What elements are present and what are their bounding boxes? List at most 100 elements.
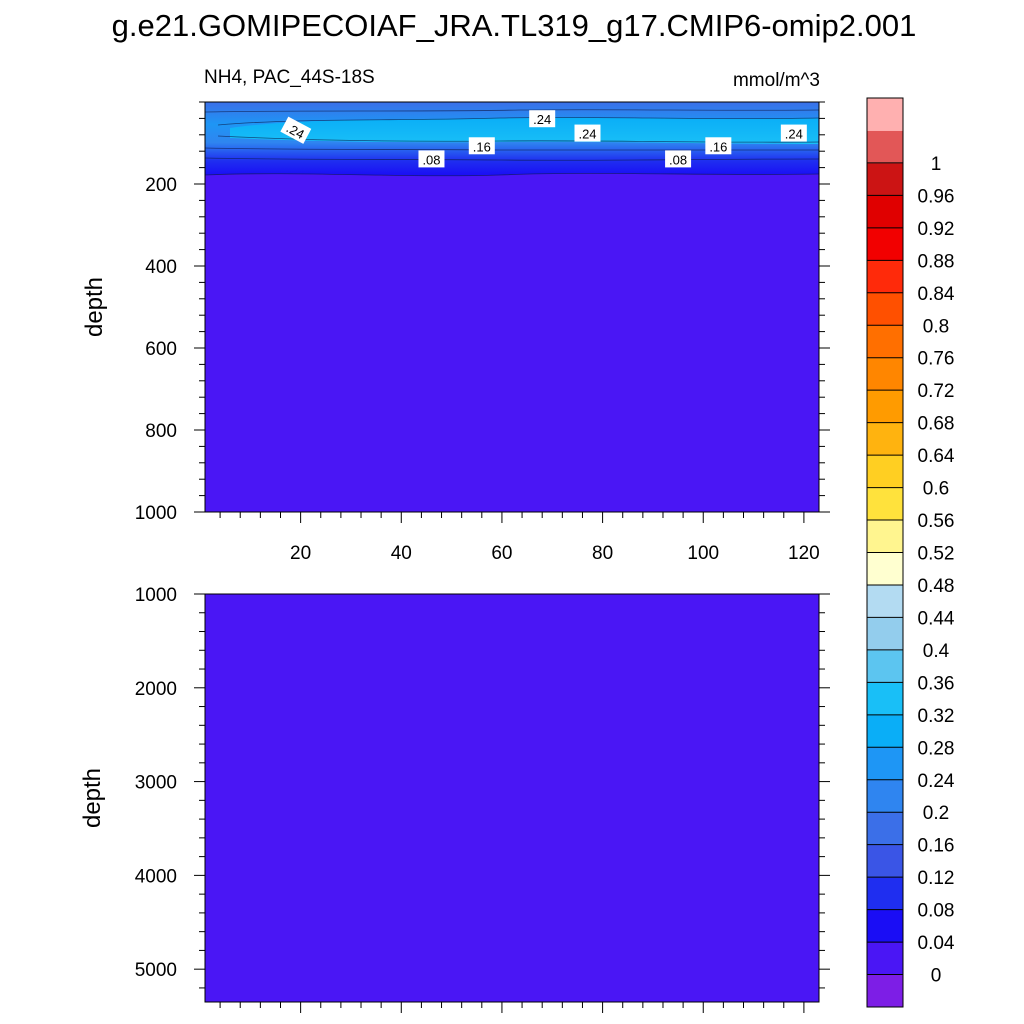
colorbar-swatch: [867, 487, 903, 521]
x-tick-label: 80: [592, 543, 613, 564]
contour-label-box: [529, 110, 556, 128]
y-tick-label: 1000: [135, 585, 177, 606]
contour-label-text: .08: [422, 152, 440, 167]
contour-label-text: .24: [533, 112, 551, 127]
upper-panel-frame: [204, 101, 820, 513]
contour-label-box: [418, 150, 445, 168]
figure-title: g.e21.GOMIPECOIAF_JRA.TL319_g17.CMIP6-om…: [112, 8, 917, 43]
colorbar-label: 0.32: [918, 706, 955, 727]
colorbar-label: 0.2: [923, 803, 949, 824]
colorbar-swatch: [867, 422, 903, 456]
colorbar-label: 0.92: [918, 219, 955, 240]
y-tick-label: 200: [145, 175, 177, 196]
colorbar-swatch: [867, 520, 903, 553]
units-label: mmol/m^3: [733, 70, 820, 91]
contour-label: .24: [574, 124, 601, 142]
contour-label: .08: [665, 150, 692, 168]
colorbar-label: 0: [931, 966, 942, 987]
contour-label-box: [780, 124, 807, 142]
contour-label-box: [468, 137, 495, 155]
contour-label-text: .24: [578, 127, 596, 142]
contour-label-text: .16: [473, 139, 491, 154]
colorbar-label: 0.24: [918, 771, 955, 792]
y-tick-label: 800: [145, 421, 177, 442]
contour-label: .16: [705, 137, 732, 155]
x-tick-label: 100: [687, 543, 719, 564]
lower-ylabel: depth: [79, 768, 106, 828]
colorbar-swatch: [867, 195, 903, 229]
colorbar-swatch: [867, 292, 903, 326]
upper-panel: .24 .24 .24 .24 .16 .16 .08 .08 200 400 600 800 100…: [81, 101, 830, 564]
x-tick-label: 20: [290, 543, 311, 564]
colorbar-label: 0.88: [918, 251, 955, 272]
colorbar-label: 0.16: [918, 836, 955, 857]
y-tick-label: 1000: [135, 503, 177, 524]
colorbar-swatch: [867, 649, 903, 683]
colorbar-label: 0.44: [918, 608, 955, 629]
lower-panel-frame: [204, 593, 820, 1003]
colorbar-label: 0.76: [918, 349, 955, 370]
contour-label-text: .24: [284, 120, 307, 142]
colorbar-label: 0.12: [918, 868, 955, 889]
x-tick-label: 60: [491, 543, 512, 564]
colorbar-swatch: [867, 260, 903, 294]
colorbar-swatch: [867, 617, 903, 651]
colorbar-swatch: [867, 747, 903, 781]
colorbar-swatch: [867, 844, 903, 878]
contour-label: .24: [780, 124, 807, 142]
colorbar-label: 0.84: [918, 284, 955, 305]
lower-panel-fill: [205, 594, 819, 1002]
colorbar-swatch: [867, 130, 903, 164]
contour-label-text: .08: [669, 152, 687, 167]
core-band: [230, 117, 818, 144]
colorbar-label: 0.08: [918, 901, 955, 922]
contour-label-text: .24: [785, 127, 803, 142]
contour-label: .24: [280, 116, 312, 144]
colorbar-label: 0.28: [918, 738, 955, 759]
contour-label-box: [665, 150, 692, 168]
y-tick-label: 600: [145, 339, 177, 360]
colorbar-swatch: [867, 909, 903, 943]
colorbar-swatch: [867, 227, 903, 261]
colorbar-label: 0.56: [918, 511, 955, 532]
colorbar-label: 0.36: [918, 673, 955, 694]
colorbar-label: 0.8: [923, 316, 949, 337]
colorbar-swatch: [867, 357, 903, 391]
lower-panel: 1000 2000 3000 4000 5000 depth: [79, 585, 830, 1013]
colorbar-label: 0.64: [918, 446, 955, 467]
colorbar-label: 0.72: [918, 381, 955, 402]
colorbar-swatch: [867, 974, 903, 1008]
colorbar-swatch: [867, 390, 903, 424]
y-tick-label: 4000: [135, 866, 177, 887]
colorbar-label: 0.96: [918, 186, 955, 207]
contour-label: .08: [418, 150, 445, 168]
colorbar-label: 0.68: [918, 414, 955, 435]
colorbar-swatch: [867, 584, 903, 618]
colorbar-label: 1: [931, 154, 942, 175]
colorbar-swatch: [867, 877, 903, 911]
contour-label-box: [705, 137, 732, 155]
colorbar-swatch: [867, 812, 903, 846]
colorbar-swatch: [867, 162, 903, 196]
colorbar-label: 0.4: [923, 641, 950, 662]
colorbar-swatch: [867, 325, 903, 359]
y-tick-label: 2000: [135, 679, 177, 700]
colorbar-swatch: [867, 455, 903, 489]
colorbar-swatch: [867, 779, 903, 813]
colorbar-label: 0.6: [923, 479, 949, 500]
colorbar-swatch: [867, 552, 903, 586]
contour-label: .16: [468, 137, 495, 155]
contour-label-box: [280, 116, 312, 144]
x-tick-label: 40: [391, 543, 412, 564]
x-tick-label: 120: [788, 543, 820, 564]
contour-line: [204, 173, 820, 177]
contour-line: [204, 109, 820, 113]
variable-label: NH4, PAC_44S-18S: [204, 67, 375, 88]
contour-line: [217, 117, 820, 126]
colorbar-label: 0.48: [918, 576, 955, 597]
upper-ylabel: depth: [81, 277, 108, 337]
colorbar: 0 0.04 0.08 0.12 0.16 0.2 0.24 0.28 0.32 0.36 0.4 0…: [866, 97, 955, 1008]
colorbar-label: 0.04: [918, 933, 955, 954]
colorbar-label: 0.52: [918, 544, 955, 565]
